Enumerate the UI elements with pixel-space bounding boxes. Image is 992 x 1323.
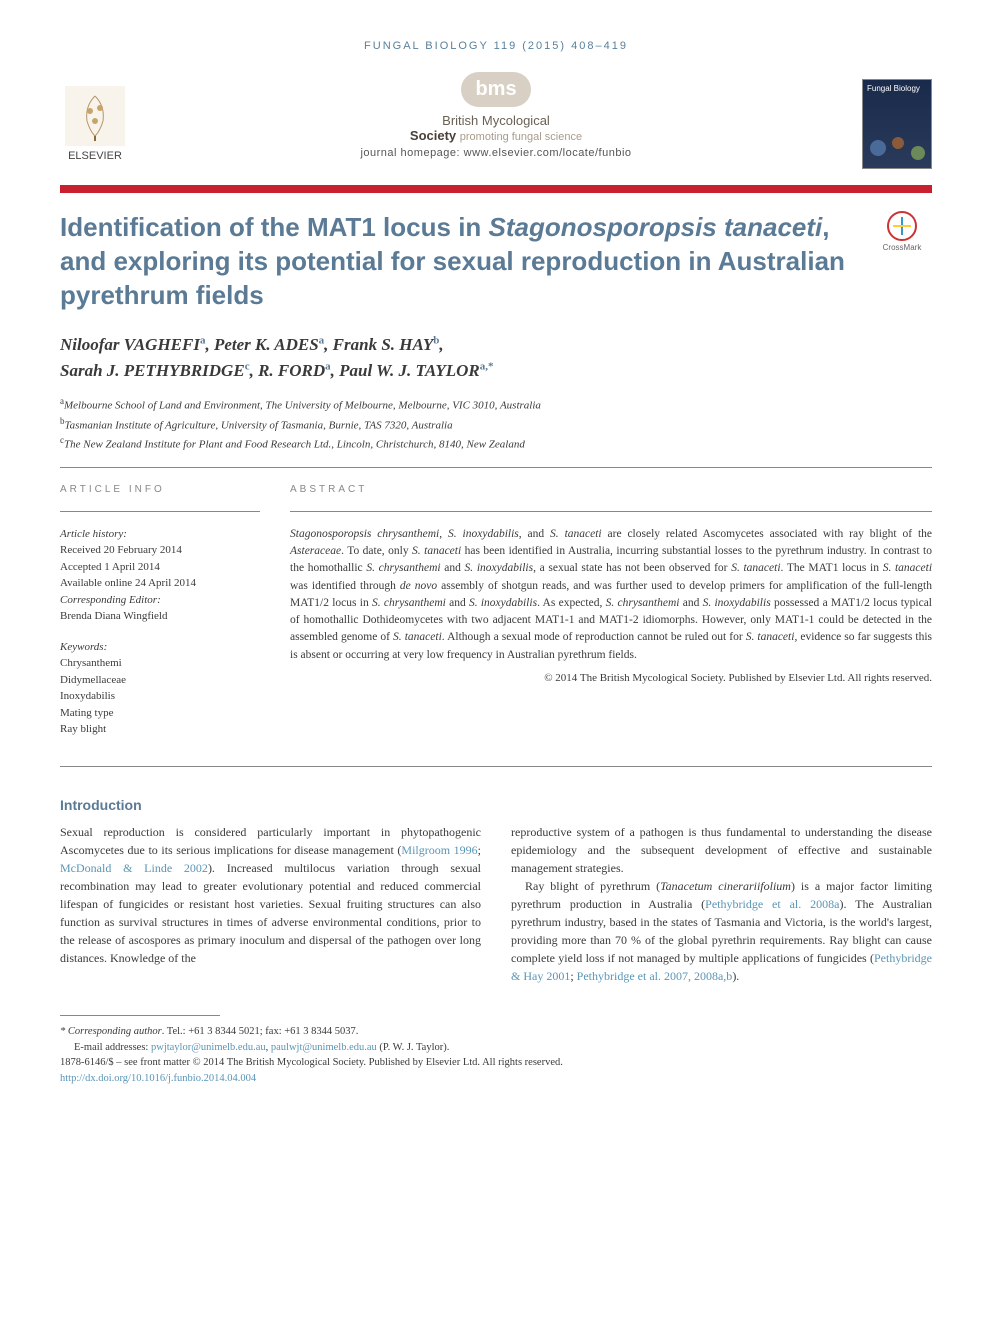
- cover-title: Fungal Biology: [863, 80, 931, 97]
- crossmark-badge[interactable]: CrossMark: [872, 211, 932, 252]
- citation[interactable]: Pethybridge et al. 2007, 2008a,b: [577, 969, 733, 983]
- body-columns: Sexual reproduction is considered partic…: [60, 823, 932, 985]
- introduction-section: Introduction Sexual reproduction is cons…: [60, 797, 932, 985]
- journal-meta: FUNGAL BIOLOGY 119 (2015) 408–419: [60, 40, 932, 52]
- journal-cover[interactable]: Fungal Biology: [862, 79, 932, 169]
- right-column: reproductive system of a pathogen is thu…: [511, 823, 932, 985]
- affiliations: aMelbourne School of Land and Environmen…: [60, 395, 932, 452]
- article-title: Identification of the MAT1 locus in Stag…: [60, 211, 852, 312]
- authors-list: Niloofar VAGHEFIa, Peter K. ADESa, Frank…: [60, 332, 932, 383]
- copyright: © 2014 The British Mycological Society. …: [290, 670, 932, 687]
- intro-p1-left: Sexual reproduction is considered partic…: [60, 823, 481, 967]
- crossmark-label: CrossMark: [872, 243, 932, 252]
- bms-logo[interactable]: bms: [461, 72, 530, 107]
- separator: [60, 766, 932, 767]
- bms-logo-text: bms: [475, 78, 516, 101]
- red-separator-bar: [60, 185, 932, 193]
- intro-p1-right: reproductive system of a pathogen is thu…: [511, 823, 932, 877]
- cover-graphic-icon: [863, 128, 933, 168]
- elsevier-logo[interactable]: ELSEVIER: [60, 86, 130, 162]
- left-column: Sexual reproduction is considered partic…: [60, 823, 481, 985]
- bms-block: bms British Mycological Society promotin…: [130, 72, 862, 175]
- elsevier-text: ELSEVIER: [60, 150, 130, 162]
- email-link[interactable]: paulwjt@unimelb.edu.au: [271, 1042, 377, 1053]
- keywords: Keywords: Chrysanthemi Didymellaceae Ino…: [60, 639, 260, 738]
- crossmark-icon: [887, 211, 917, 241]
- info-abstract-row: ARTICLE INFO Article history: Received 2…: [60, 482, 932, 752]
- header-row: ELSEVIER bms British Mycological Society…: [60, 72, 932, 175]
- intro-heading: Introduction: [60, 797, 932, 813]
- citation[interactable]: Milgroom 1996: [401, 843, 477, 857]
- separator: [60, 467, 932, 468]
- intro-p2: Ray blight of pyrethrum (Tanacetum ciner…: [511, 877, 932, 985]
- homepage-url[interactable]: www.elsevier.com/locate/funbio: [464, 147, 632, 159]
- title-row: Identification of the MAT1 locus in Stag…: [60, 211, 932, 312]
- elsevier-tree-icon: [65, 86, 125, 146]
- article-info: ARTICLE INFO Article history: Received 2…: [60, 482, 260, 752]
- doi-link[interactable]: http://dx.doi.org/10.1016/j.funbio.2014.…: [60, 1073, 256, 1084]
- abstract: ABSTRACT Stagonosporopsis chrysanthemi, …: [290, 482, 932, 752]
- bms-subtitle: British Mycological Society promoting fu…: [150, 113, 842, 143]
- article-info-label: ARTICLE INFO: [60, 482, 260, 497]
- journal-homepage: journal homepage: www.elsevier.com/locat…: [150, 147, 842, 159]
- citation[interactable]: Pethybridge et al. 2008a: [705, 897, 839, 911]
- abstract-label: ABSTRACT: [290, 482, 932, 497]
- footer-separator: [60, 1015, 220, 1016]
- abstract-text: Stagonosporopsis chrysanthemi, S. inoxyd…: [290, 526, 932, 664]
- email-link[interactable]: pwjtaylor@unimelb.edu.au: [151, 1042, 266, 1053]
- article-history: Article history: Received 20 February 20…: [60, 526, 260, 625]
- citation[interactable]: McDonald & Linde 2002: [60, 861, 208, 875]
- footnotes: * Corresponding author. Tel.: +61 3 8344…: [60, 1024, 932, 1087]
